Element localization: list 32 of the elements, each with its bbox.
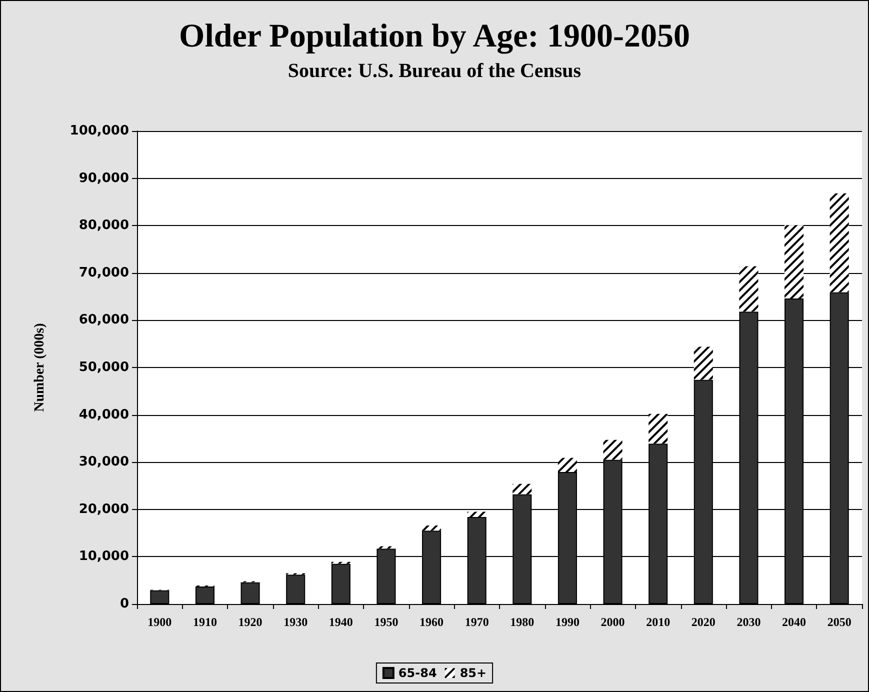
x-tick-label: 1990	[555, 615, 580, 629]
x-tick-label: 2000	[600, 615, 625, 629]
x-tick-label: 1980	[510, 615, 534, 629]
x-tick-label: 1960	[420, 615, 444, 629]
y-tick-label: 0	[120, 596, 129, 612]
y-tick-label: 90,000	[78, 170, 129, 186]
legend-label: 65-84	[398, 666, 437, 680]
x-tick-label: 1910	[192, 615, 217, 629]
x-tick-label: 1940	[328, 615, 353, 629]
y-tick-label: 80,000	[78, 218, 129, 234]
y-axis-title: Number (000s)	[32, 322, 48, 412]
y-tick-label: 20,000	[78, 502, 129, 517]
x-tick-label: 1950	[374, 615, 398, 629]
y-tick-label: 40,000	[78, 407, 129, 422]
x-tick-label: 2020	[691, 615, 716, 629]
x-tick-label: 2030	[736, 615, 761, 629]
x-tick-label: 1900	[148, 615, 172, 629]
x-tick-label: 1920	[238, 615, 262, 629]
y-tick-label: 30,000	[78, 454, 129, 470]
legend-label: 85+	[460, 666, 487, 680]
chart-subtitle: Source: U.S. Bureau of the Census	[288, 60, 582, 82]
x-tick-label: 1930	[284, 615, 308, 629]
x-tick-label: 1970	[464, 615, 489, 629]
x-tick-label: 2010	[646, 615, 670, 629]
y-tick-label: 60,000	[78, 312, 129, 328]
y-tick-label: 100,000	[70, 124, 129, 138]
y-tick-label: 10,000	[78, 549, 129, 564]
y-tick-label: 70,000	[78, 265, 129, 280]
x-tick-label: 2050	[827, 615, 852, 629]
chart-title: Older Population by Age: 1900-2050	[179, 18, 690, 54]
y-tick-label: 50,000	[78, 360, 129, 375]
x-tick-label: 2040	[782, 615, 806, 629]
